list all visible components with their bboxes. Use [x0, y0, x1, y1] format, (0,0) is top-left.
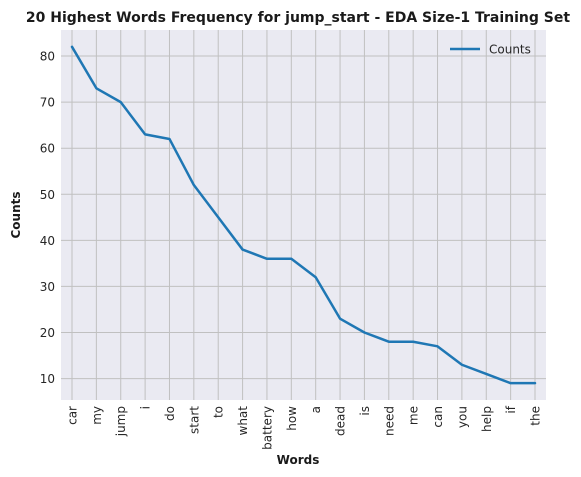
y-tick-label: 50 [40, 188, 55, 202]
plot-area [61, 30, 546, 400]
x-tick-label-dead: dead [334, 406, 348, 436]
x-tick-label-is: is [358, 406, 372, 416]
x-tick-label-my: my [90, 406, 104, 425]
y-tick-label: 10 [40, 372, 55, 386]
series-line-counts [70, 45, 537, 385]
x-tick-label-do: do [163, 406, 177, 421]
x-tick-label-to: to [212, 406, 226, 418]
x-tick-label-a: a [309, 406, 323, 413]
x-tick-label-jump: jump [114, 406, 128, 437]
legend-label-counts: Counts [489, 43, 531, 57]
y-tick-label: 70 [40, 96, 55, 110]
chart-title: 20 Highest Words Frequency for jump_star… [26, 10, 570, 26]
y-axis-ticks: 10 20 30 40 50 60 70 80 [40, 50, 55, 387]
x-tick-label-me: me [407, 406, 421, 425]
y-tick-label: 40 [40, 234, 55, 248]
series-group [70, 45, 537, 385]
x-tick-label-help: help [480, 406, 494, 432]
x-tick-label-the: the [529, 406, 543, 426]
y-tick-label: 20 [40, 326, 55, 340]
x-tick-label-car: car [66, 406, 80, 425]
legend: Counts [450, 43, 531, 57]
x-tick-label-need: need [382, 406, 396, 436]
x-axis-label: Words [277, 453, 320, 467]
x-axis-ticks: car my jump i do start to what battery how a dead is… [66, 405, 543, 450]
y-tick-label: 60 [40, 142, 55, 156]
x-tick-label-battery: battery [260, 406, 274, 450]
x-tick-label-can: can [431, 406, 445, 428]
x-tick-label-start: start [187, 406, 201, 434]
x-tick-label-if: if [504, 405, 518, 413]
y-axis-label: Counts [9, 191, 23, 238]
y-tick-label: 80 [40, 50, 55, 64]
y-tick-label: 30 [40, 280, 55, 294]
x-tick-label-i: i [139, 406, 153, 409]
x-tick-label-what: what [236, 406, 250, 436]
gridlines [61, 30, 546, 400]
x-tick-label-how: how [285, 406, 299, 431]
x-tick-label-you: you [455, 406, 469, 428]
